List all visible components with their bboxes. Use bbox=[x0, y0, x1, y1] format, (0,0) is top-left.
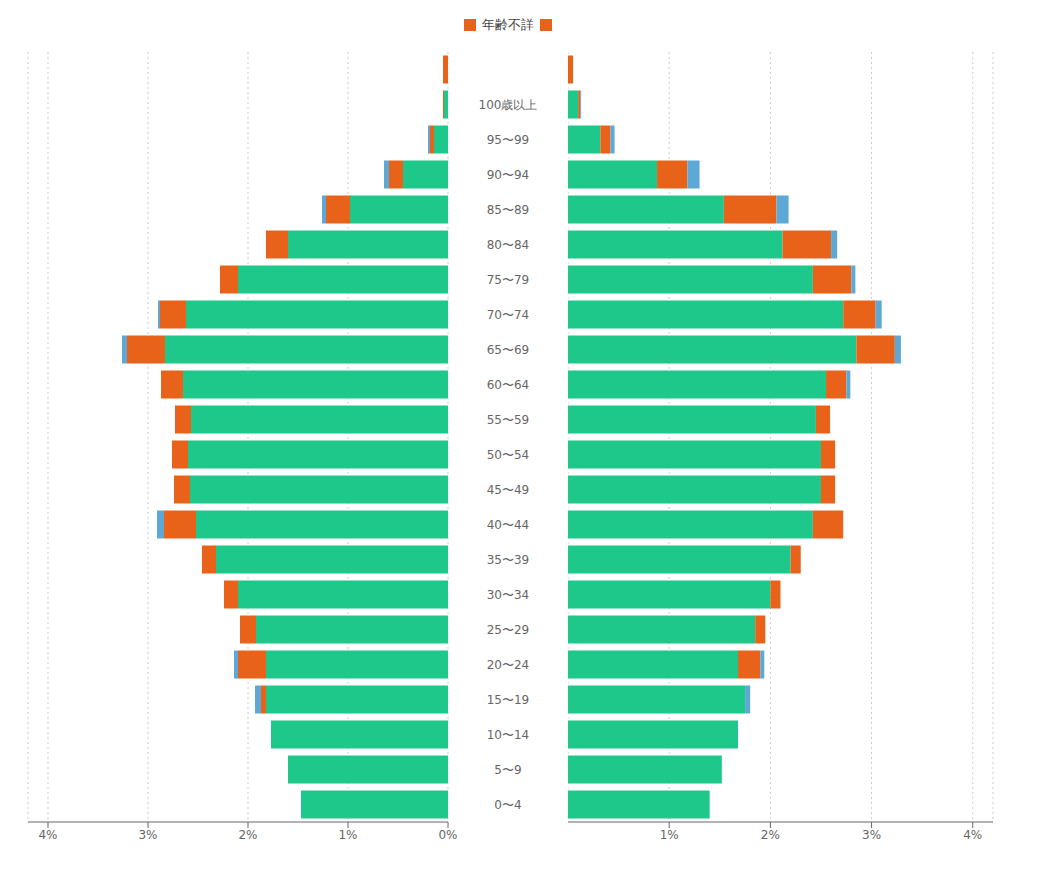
svg-text:4%: 4% bbox=[38, 828, 57, 842]
svg-text:75〜79: 75〜79 bbox=[487, 273, 530, 287]
svg-text:25〜29: 25〜29 bbox=[487, 623, 530, 637]
svg-text:70〜74: 70〜74 bbox=[487, 308, 530, 322]
svg-text:65〜69: 65〜69 bbox=[487, 343, 530, 357]
svg-text:100歳以上: 100歳以上 bbox=[479, 98, 538, 112]
svg-text:3%: 3% bbox=[138, 828, 157, 842]
svg-text:0〜4: 0〜4 bbox=[494, 798, 521, 812]
svg-text:2%: 2% bbox=[761, 828, 780, 842]
svg-text:35〜39: 35〜39 bbox=[487, 553, 530, 567]
svg-text:15〜19: 15〜19 bbox=[487, 693, 530, 707]
svg-text:85〜89: 85〜89 bbox=[487, 203, 530, 217]
svg-text:5〜9: 5〜9 bbox=[494, 763, 521, 777]
svg-text:60〜64: 60〜64 bbox=[487, 378, 530, 392]
svg-text:95〜99: 95〜99 bbox=[487, 133, 530, 147]
svg-text:3%: 3% bbox=[862, 828, 881, 842]
svg-text:45〜49: 45〜49 bbox=[487, 483, 530, 497]
svg-text:90〜94: 90〜94 bbox=[487, 168, 530, 182]
svg-text:20〜24: 20〜24 bbox=[487, 658, 530, 672]
svg-text:2%: 2% bbox=[238, 828, 257, 842]
svg-text:80〜84: 80〜84 bbox=[487, 238, 530, 252]
svg-text:50〜54: 50〜54 bbox=[487, 448, 530, 462]
html-text:年齢不詳: 年齢不詳 bbox=[482, 17, 534, 32]
svg-text:30〜34: 30〜34 bbox=[487, 588, 530, 602]
svg-text:40〜44: 40〜44 bbox=[487, 518, 530, 532]
svg-text:55〜59: 55〜59 bbox=[487, 413, 530, 427]
svg-text:4%: 4% bbox=[963, 828, 982, 842]
svg-text:10〜14: 10〜14 bbox=[487, 728, 530, 742]
svg-text:0%: 0% bbox=[438, 828, 457, 842]
svg-text:1%: 1% bbox=[660, 828, 679, 842]
svg-text:1%: 1% bbox=[338, 828, 357, 842]
